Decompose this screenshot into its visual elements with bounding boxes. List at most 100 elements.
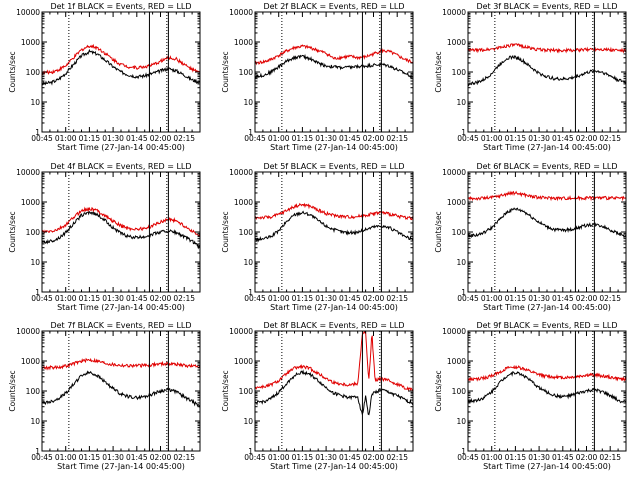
x-tick-label: 00:45 bbox=[244, 294, 266, 303]
x-tick-label: 01:30 bbox=[315, 134, 337, 143]
x-tick-label: 01:30 bbox=[102, 134, 124, 143]
y-tick-label: 100 bbox=[26, 68, 41, 77]
x-axis-label: Start Time (27-Jan-14 00:45:00) bbox=[483, 462, 611, 471]
x-tick-label: 02:00 bbox=[576, 453, 598, 462]
x-tick-label: 01:15 bbox=[292, 134, 314, 143]
y-tick-label: 1000 bbox=[234, 357, 253, 366]
y-tick-label: 100 bbox=[239, 387, 254, 396]
x-tick-label: 01:45 bbox=[126, 453, 148, 462]
y-tick-label: 1 bbox=[248, 128, 253, 137]
series-events bbox=[42, 48, 200, 86]
y-tick-label: 1000 bbox=[447, 198, 466, 207]
x-tick-label: 01:15 bbox=[79, 294, 101, 303]
y-tick-label: 10000 bbox=[16, 327, 40, 336]
panel-title: Det 4f BLACK = Events, RED = LLD bbox=[50, 162, 191, 171]
x-tick-label: 02:00 bbox=[363, 294, 385, 303]
series-lld bbox=[42, 206, 200, 237]
x-tick-label: 02:00 bbox=[150, 453, 172, 462]
y-tick-label: 1000 bbox=[21, 357, 40, 366]
x-tick-label: 01:30 bbox=[528, 453, 550, 462]
y-tick-label: 10000 bbox=[442, 168, 466, 177]
y-tick-label: 1 bbox=[35, 288, 40, 297]
x-tick-label: 01:15 bbox=[505, 294, 527, 303]
y-tick-label: 1 bbox=[461, 447, 466, 456]
panel-4: Det 4f BLACK = Events, RED = LLD 1 10 100 10… bbox=[8, 162, 201, 312]
x-tick-label: 01:00 bbox=[268, 294, 290, 303]
y-tick-label: 100 bbox=[239, 228, 254, 237]
x-tick-label: 00:45 bbox=[457, 294, 479, 303]
x-tick-label: 02:00 bbox=[363, 453, 385, 462]
panel-title: Det 1f BLACK = Events, RED = LLD bbox=[50, 2, 191, 11]
panel-1: Det 1f BLACK = Events, RED = LLD 1 10 100 10… bbox=[8, 2, 201, 152]
series-events bbox=[468, 371, 626, 404]
y-tick-label: 10 bbox=[30, 417, 40, 426]
x-tick-label: 01:00 bbox=[481, 134, 503, 143]
y-tick-label: 1000 bbox=[21, 198, 40, 207]
x-tick-label: 00:45 bbox=[457, 453, 479, 462]
y-tick-label: 1000 bbox=[234, 198, 253, 207]
series-events bbox=[42, 210, 200, 250]
y-tick-label: 1 bbox=[35, 128, 40, 137]
x-tick-label: 02:15 bbox=[386, 294, 408, 303]
x-tick-label: 01:15 bbox=[505, 453, 527, 462]
y-axis-label: Counts/sec bbox=[434, 370, 443, 411]
y-tick-label: 10 bbox=[456, 417, 466, 426]
x-tick-label: 01:45 bbox=[552, 453, 574, 462]
x-tick-label: 00:45 bbox=[31, 294, 53, 303]
x-axis-label: Start Time (27-Jan-14 00:45:00) bbox=[270, 462, 398, 471]
x-tick-label: 02:00 bbox=[576, 294, 598, 303]
x-tick-label: 01:15 bbox=[79, 453, 101, 462]
plot-frame bbox=[41, 11, 201, 133]
x-tick-label: 02:15 bbox=[386, 453, 408, 462]
x-tick-label: 01:45 bbox=[552, 134, 574, 143]
panel-9: Det 9f BLACK = Events, RED = LLD 1 10 100 10… bbox=[434, 321, 627, 471]
x-tick-label: 01:00 bbox=[481, 294, 503, 303]
y-tick-label: 10 bbox=[243, 98, 253, 107]
y-tick-label: 10000 bbox=[442, 327, 466, 336]
x-tick-label: 01:30 bbox=[315, 453, 337, 462]
x-tick-label: 01:45 bbox=[339, 294, 361, 303]
panel-8: Det 8f BLACK = Events, RED = LLD 1 10 100 10… bbox=[221, 321, 414, 471]
x-tick-label: 01:00 bbox=[268, 453, 290, 462]
panel-title: Det 9f BLACK = Events, RED = LLD bbox=[476, 321, 617, 330]
panel-6: Det 6f BLACK = Events, RED = LLD 1 10 100 10… bbox=[434, 162, 627, 312]
panel-title: Det 6f BLACK = Events, RED = LLD bbox=[476, 162, 617, 171]
x-tick-label: 02:15 bbox=[599, 134, 621, 143]
x-tick-label: 01:45 bbox=[126, 294, 148, 303]
y-tick-label: 1000 bbox=[234, 38, 253, 47]
panel-2: Det 2f BLACK = Events, RED = LLD 1 10 100 10… bbox=[221, 2, 414, 152]
series-lld bbox=[255, 202, 413, 221]
x-tick-label: 00:45 bbox=[31, 453, 53, 462]
panel-title: Det 5f BLACK = Events, RED = LLD bbox=[263, 162, 404, 171]
x-tick-label: 01:45 bbox=[126, 134, 148, 143]
plot-frame bbox=[254, 11, 414, 133]
x-tick-label: 01:00 bbox=[55, 294, 77, 303]
y-tick-label: 1 bbox=[461, 288, 466, 297]
x-tick-label: 02:15 bbox=[173, 453, 195, 462]
x-tick-label: 01:15 bbox=[292, 453, 314, 462]
y-axis-label: Counts/sec bbox=[221, 51, 230, 92]
x-tick-label: 02:15 bbox=[386, 134, 408, 143]
y-axis-label: Counts/sec bbox=[8, 51, 17, 92]
y-axis-label: Counts/sec bbox=[8, 370, 17, 411]
series-lld bbox=[42, 43, 200, 76]
series-lld bbox=[468, 364, 626, 383]
x-axis-label: Start Time (27-Jan-14 00:45:00) bbox=[483, 143, 611, 152]
y-tick-label: 100 bbox=[239, 68, 254, 77]
y-axis-label: Counts/sec bbox=[8, 211, 17, 252]
panel-title: Det 3f BLACK = Events, RED = LLD bbox=[476, 2, 617, 11]
panel-5: Det 5f BLACK = Events, RED = LLD 1 10 100 10… bbox=[221, 162, 414, 312]
x-tick-label: 01:15 bbox=[292, 294, 314, 303]
x-axis-label: Start Time (27-Jan-14 00:45:00) bbox=[483, 303, 611, 312]
series-events bbox=[468, 207, 626, 238]
y-tick-label: 1 bbox=[248, 447, 253, 456]
y-tick-label: 10000 bbox=[16, 8, 40, 17]
x-tick-label: 02:15 bbox=[173, 134, 195, 143]
y-tick-label: 10000 bbox=[229, 327, 253, 336]
x-tick-label: 02:15 bbox=[173, 294, 195, 303]
plot-frame bbox=[467, 171, 627, 293]
y-tick-label: 100 bbox=[26, 387, 41, 396]
x-axis-label: Start Time (27-Jan-14 00:45:00) bbox=[57, 303, 185, 312]
x-tick-label: 00:45 bbox=[244, 134, 266, 143]
